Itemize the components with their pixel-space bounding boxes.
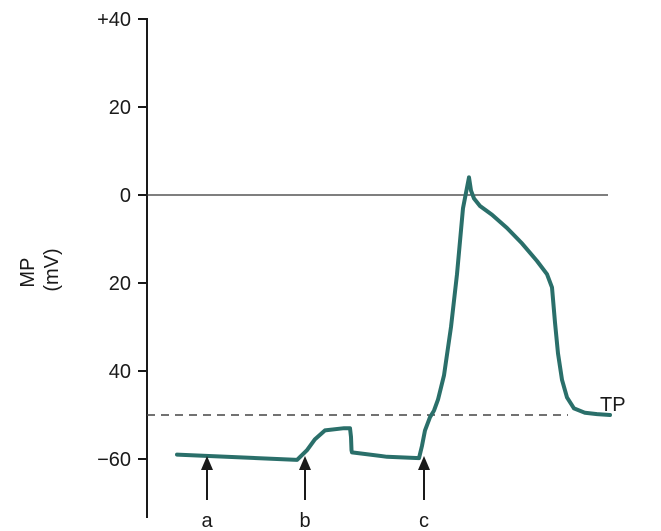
stimulus-markers: a b c (201, 456, 430, 531)
stimulus-marker-a: a (201, 456, 213, 531)
series-layer (175, 175, 612, 462)
y-ticks: +40 20 0 20 40 −60 (97, 9, 147, 471)
arrow-up-icon (299, 456, 311, 470)
y-tick-label: −60 (97, 449, 131, 471)
stimulus-marker-b: b (299, 456, 311, 531)
y-axis-title-line-1: MP (17, 258, 39, 288)
stimulus-marker-c: c (418, 456, 430, 531)
y-tick-label: 20 (109, 97, 131, 119)
y-tick-label: 40 (109, 361, 131, 383)
y-tick-label: 0 (120, 185, 131, 207)
arrow-up-icon (418, 456, 430, 470)
stimulus-label: b (299, 510, 310, 531)
stimulus-label: a (201, 510, 213, 531)
membrane-potential-trace (175, 175, 612, 462)
y-axis: +40 20 0 20 40 −60 (97, 9, 148, 518)
stimulus-label: c (419, 510, 429, 531)
y-tick-label: 20 (109, 273, 131, 295)
y-tick-label: +40 (97, 9, 131, 31)
y-axis-title-line-2: (mV) (41, 248, 63, 291)
arrow-up-icon (201, 456, 213, 470)
threshold-label: TP (600, 394, 626, 416)
y-axis-title: MP (mV) (17, 248, 63, 291)
